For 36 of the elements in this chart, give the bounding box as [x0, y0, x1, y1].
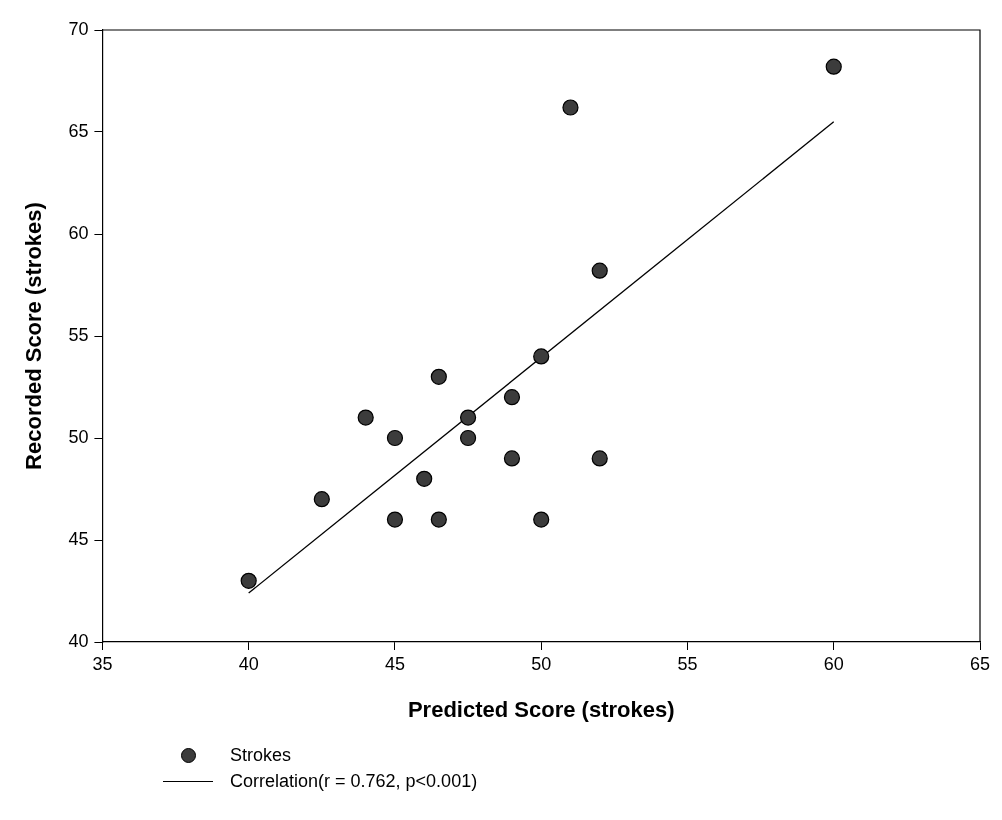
point [459, 429, 477, 447]
x-tick-label: 55 [677, 653, 698, 674]
point [591, 450, 608, 467]
point [533, 511, 550, 528]
point [416, 470, 433, 487]
x-tick-label: 65 [969, 653, 991, 674]
point [386, 429, 404, 447]
y-tick-label: 40 [68, 630, 89, 651]
point [313, 491, 330, 508]
y-tick-label: 50 [68, 426, 89, 447]
y-tick-label: 70 [68, 18, 89, 39]
point [533, 348, 550, 365]
x-axis-title: Predicted Score (strokes) [407, 696, 675, 722]
x-tick-label: 60 [823, 653, 844, 674]
y-tick-label: 60 [68, 222, 89, 243]
point [825, 58, 842, 75]
x-tick-label: 40 [238, 653, 259, 674]
point [430, 511, 447, 528]
legend-label: Correlation(r = 0.762, p<0.001) [230, 770, 478, 793]
point [459, 409, 477, 426]
point [386, 511, 404, 528]
y-tick-label: 65 [68, 120, 89, 141]
point [430, 368, 447, 385]
point [240, 572, 257, 589]
y-axis-title: Recorded Score (strokes) [21, 202, 47, 470]
x-tick-label: 45 [384, 653, 405, 674]
point [503, 450, 521, 467]
x-tick-label: 35 [92, 653, 113, 674]
point [591, 262, 608, 279]
x-tick-label: 50 [531, 653, 552, 674]
y-tick-label: 45 [68, 528, 89, 549]
y-tick-label: 55 [68, 324, 89, 345]
legend-label: Strokes [230, 744, 292, 767]
point [562, 99, 579, 116]
point [357, 409, 374, 426]
point [503, 389, 521, 406]
